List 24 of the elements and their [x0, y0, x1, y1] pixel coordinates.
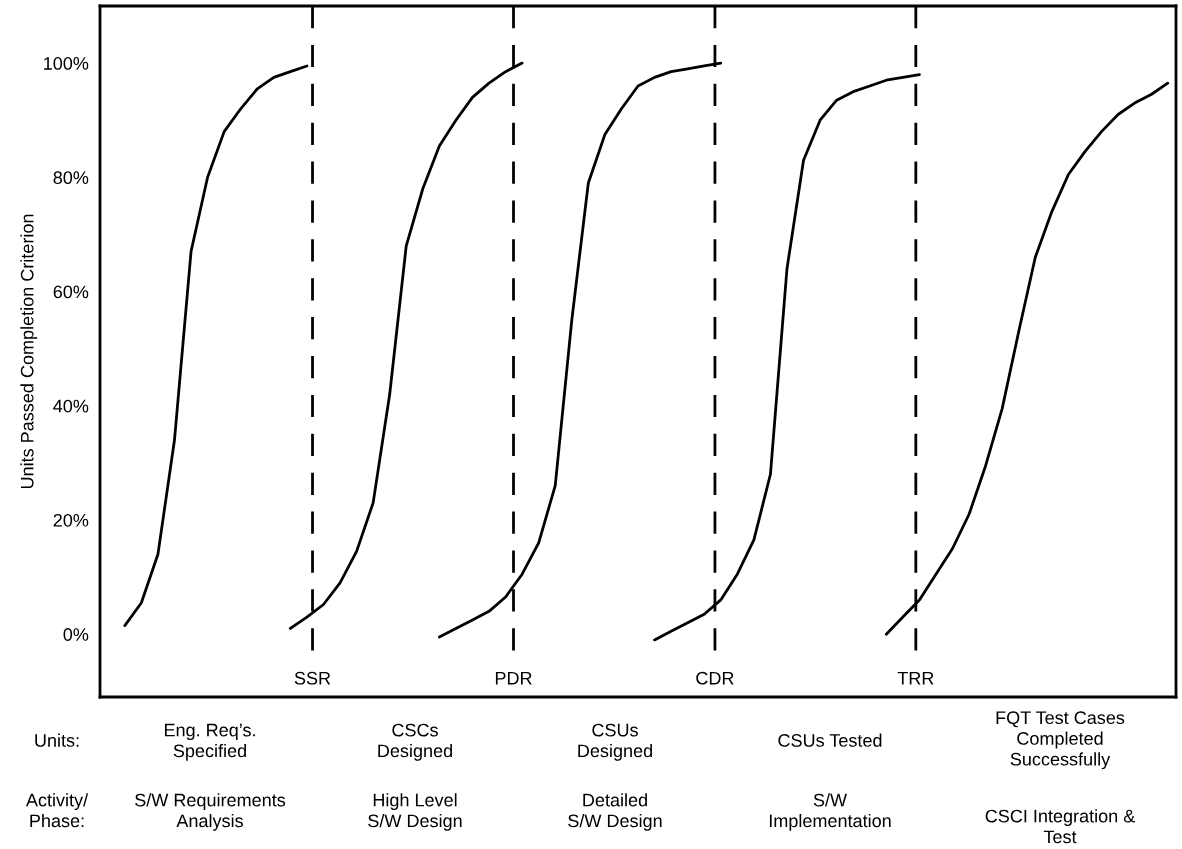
y-tick-label: 20% [53, 513, 89, 527]
y-tick-label: 40% [53, 399, 89, 413]
annotation: TRR [897, 671, 934, 685]
y-tick-label: 0% [63, 628, 89, 641]
text: CSCs Designed [378, 723, 452, 761]
line-series [123, 64, 309, 628]
text: S/W Implementation [769, 793, 891, 831]
text: Activity/ Phase: [25, 793, 89, 828]
text: Eng. Req’s. Specified [164, 723, 255, 761]
y-tick-label: 100% [44, 57, 89, 70]
y-tick-label: 60% [53, 285, 89, 299]
text: Detailed S/W Design [568, 793, 662, 831]
annotation: SSR [294, 671, 331, 685]
text: CSUs Designed [578, 723, 652, 761]
y-axis-title: Units Passed Completion Criterion [20, 214, 38, 489]
text: CSUs Tested [778, 733, 882, 747]
annotation: CDR [696, 671, 734, 685]
text: Units: [35, 733, 79, 747]
text: CSCI Integration & Test [985, 809, 1135, 844]
text: S/W Requirements Analysis [135, 793, 286, 831]
y-tick-label: 80% [53, 171, 89, 185]
text: High Level S/W Design [368, 793, 462, 831]
annotation: PDR [495, 671, 532, 685]
text: FQT Test Cases Completed Successfully [996, 711, 1125, 770]
